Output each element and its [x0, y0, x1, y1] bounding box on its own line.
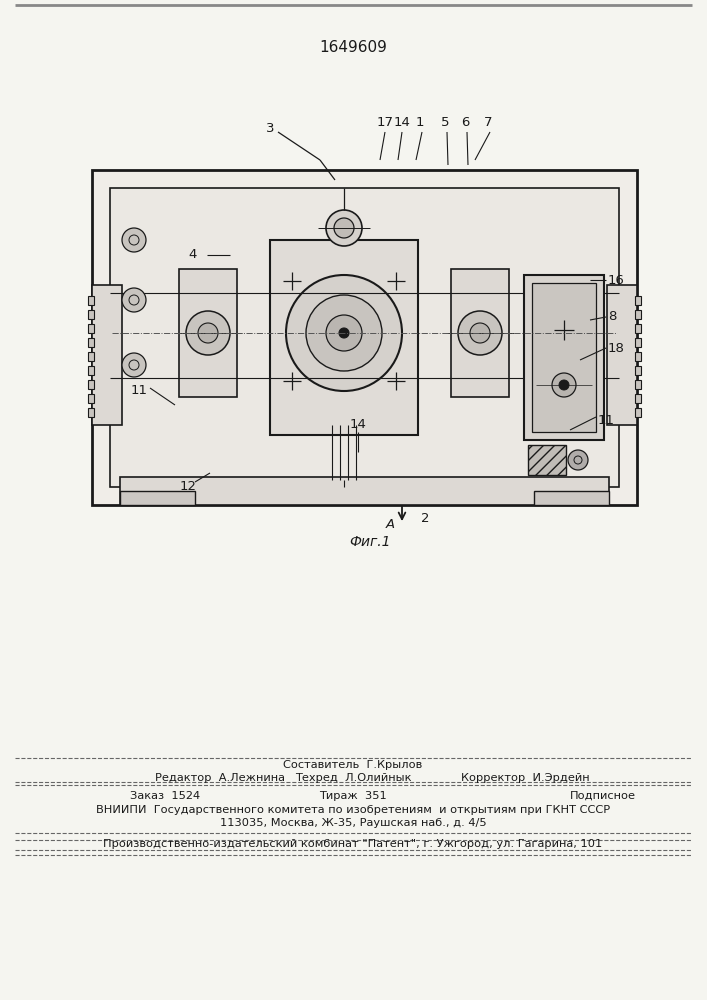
Text: Редактор  А.Лежнина: Редактор А.Лежнина: [155, 773, 285, 783]
Bar: [120, 477, 609, 505]
Bar: [534, 491, 609, 505]
Text: 7: 7: [484, 115, 492, 128]
Bar: [635, 394, 641, 403]
Text: Техред  Л.Олийнык: Техред Л.Олийнык: [295, 773, 411, 783]
Text: 14: 14: [349, 418, 366, 432]
Circle shape: [470, 323, 490, 343]
Text: 8: 8: [608, 310, 617, 324]
Text: 5: 5: [440, 115, 449, 128]
Bar: [110, 188, 619, 487]
Text: 113035, Москва, Ж-35, Раушская наб., д. 4/5: 113035, Москва, Ж-35, Раушская наб., д. …: [220, 818, 486, 828]
Bar: [528, 445, 566, 475]
Text: 2: 2: [421, 512, 429, 524]
Text: Заказ  1524: Заказ 1524: [130, 791, 200, 801]
Text: Тираж  351: Тираж 351: [319, 791, 387, 801]
Bar: [120, 491, 195, 505]
Bar: [179, 269, 237, 397]
Circle shape: [568, 450, 588, 470]
Bar: [635, 380, 641, 389]
Bar: [92, 285, 122, 425]
Circle shape: [552, 373, 576, 397]
Circle shape: [326, 210, 362, 246]
Text: 16: 16: [608, 273, 625, 286]
Text: ВНИИПИ  Государственного комитета по изобретениям  и открытиям при ГКНТ СССР: ВНИИПИ Государственного комитета по изоб…: [96, 805, 610, 815]
Circle shape: [339, 328, 349, 338]
Text: A: A: [385, 518, 395, 530]
Circle shape: [122, 228, 146, 252]
Bar: [451, 269, 509, 397]
Bar: [635, 408, 641, 417]
Circle shape: [122, 353, 146, 377]
Bar: [88, 366, 94, 375]
Text: 11: 11: [598, 414, 615, 426]
Text: 3: 3: [266, 121, 274, 134]
Bar: [88, 352, 94, 361]
Circle shape: [458, 311, 502, 355]
Circle shape: [326, 315, 362, 351]
Text: 1649609: 1649609: [319, 39, 387, 54]
Bar: [635, 338, 641, 347]
Circle shape: [198, 323, 218, 343]
Text: 4: 4: [189, 248, 197, 261]
Bar: [635, 296, 641, 305]
Bar: [88, 324, 94, 333]
Text: 1: 1: [416, 115, 424, 128]
Circle shape: [286, 275, 402, 391]
Circle shape: [334, 218, 354, 238]
Bar: [92, 170, 637, 505]
Circle shape: [186, 311, 230, 355]
Bar: [88, 296, 94, 305]
Bar: [88, 408, 94, 417]
Text: Составитель  Г.Крылов: Составитель Г.Крылов: [284, 760, 423, 770]
Text: 12: 12: [180, 481, 197, 493]
Bar: [635, 352, 641, 361]
Text: Фиг.1: Фиг.1: [349, 535, 391, 549]
Bar: [88, 338, 94, 347]
Bar: [532, 283, 596, 432]
Bar: [635, 366, 641, 375]
Bar: [524, 275, 604, 440]
Bar: [635, 324, 641, 333]
Text: 11: 11: [131, 383, 148, 396]
Text: 6: 6: [461, 115, 469, 128]
Bar: [88, 380, 94, 389]
Text: 18: 18: [608, 342, 625, 355]
Circle shape: [122, 288, 146, 312]
Text: 14: 14: [394, 115, 411, 128]
Text: 17: 17: [377, 115, 394, 128]
Text: Производственно-издательский комбинат "Патент", г. Ужгород, ул. Гагарина, 101: Производственно-издательский комбинат "П…: [103, 839, 602, 849]
Bar: [270, 240, 418, 435]
Text: Подписное: Подписное: [570, 791, 636, 801]
Circle shape: [559, 380, 569, 390]
Text: Корректор  И.Эрдейн: Корректор И.Эрдейн: [462, 773, 590, 783]
Bar: [88, 394, 94, 403]
Bar: [635, 310, 641, 319]
Circle shape: [306, 295, 382, 371]
Bar: [88, 310, 94, 319]
Bar: [607, 285, 637, 425]
